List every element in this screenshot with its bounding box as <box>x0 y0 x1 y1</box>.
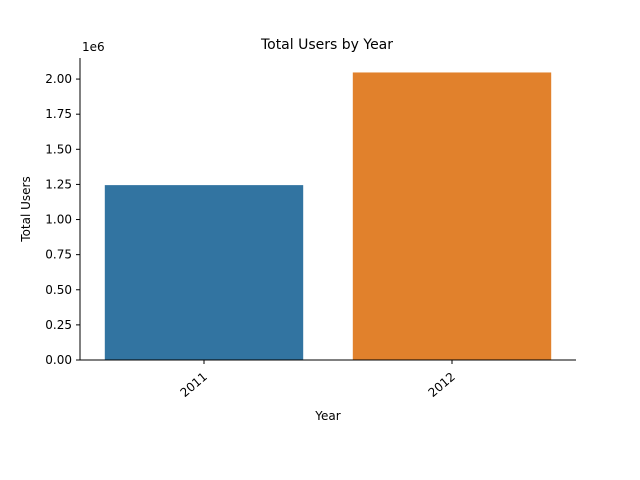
bar-2012 <box>352 72 552 361</box>
y-tick-label: 1.25 <box>45 177 72 191</box>
x-axis-label: Year <box>314 409 340 423</box>
y-axis-label: Total Users <box>19 176 33 242</box>
y-tick-label: 1.75 <box>45 107 72 121</box>
y-tick-label: 0.00 <box>45 353 72 367</box>
y-tick-label: 1.00 <box>45 213 72 227</box>
x-tick-label: 2012 <box>426 370 458 400</box>
x-tick-label: 2011 <box>178 370 210 400</box>
bar-2011 <box>104 185 304 360</box>
x-ticks-group: 2011 2012 <box>178 360 458 400</box>
y-tick-label: 1.50 <box>45 142 72 156</box>
y-tick-label: 2.00 <box>45 72 72 86</box>
y-ticks-group: 0.00 0.25 0.50 0.75 1.00 1.25 1.50 1.75 2.00 <box>45 72 80 367</box>
y-tick-label: 0.75 <box>45 248 72 262</box>
y-tick-label: 0.25 <box>45 318 72 332</box>
y-tick-label: 0.50 <box>45 283 72 297</box>
chart-title: Total Users by Year <box>260 37 393 53</box>
bars-group <box>104 72 552 361</box>
y-offset-label: 1e6 <box>82 40 105 54</box>
